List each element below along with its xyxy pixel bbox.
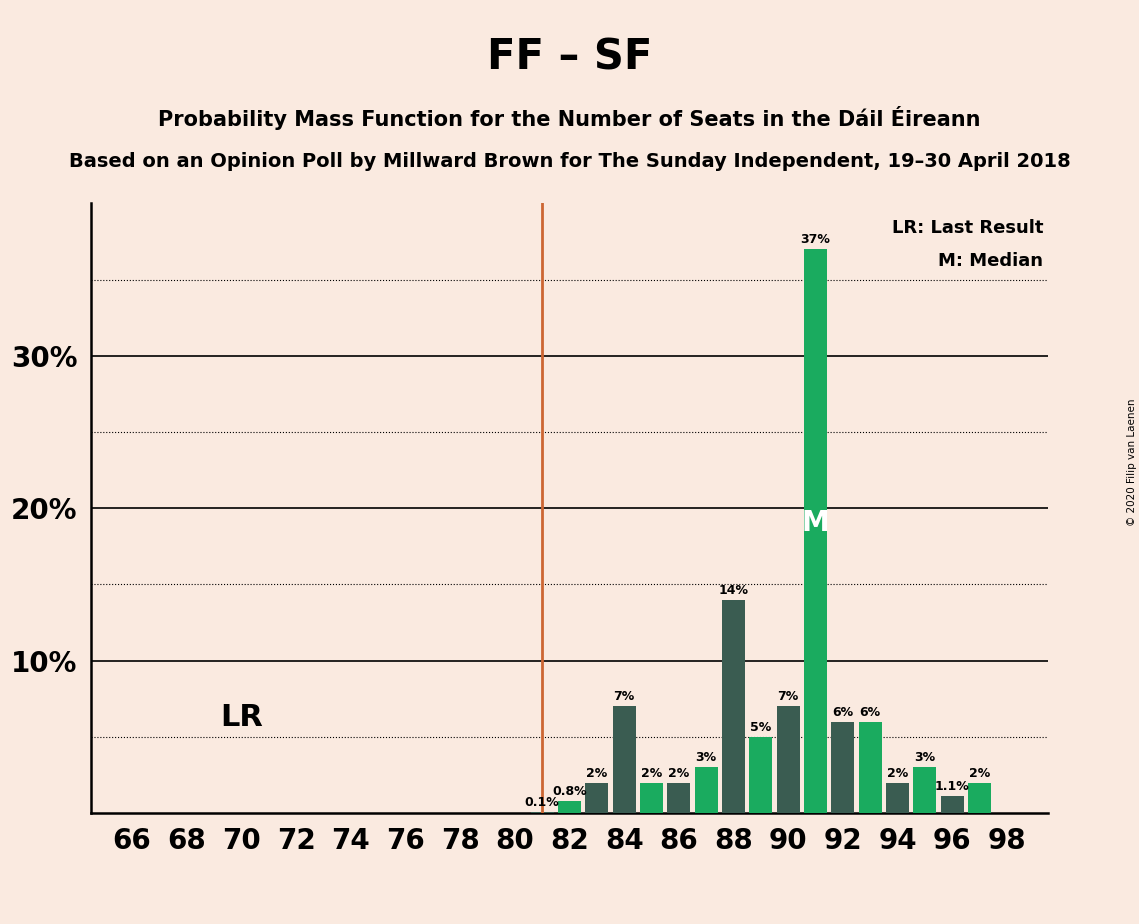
Text: FF – SF: FF – SF [486, 37, 653, 79]
Text: 1.1%: 1.1% [935, 780, 969, 794]
Bar [749, 737, 772, 813]
Bar [777, 706, 800, 813]
Text: 2%: 2% [587, 767, 607, 780]
Text: 14%: 14% [719, 584, 748, 597]
Bar [831, 722, 854, 813]
Text: 2%: 2% [887, 767, 908, 780]
Bar [804, 249, 827, 813]
Text: 5%: 5% [751, 721, 771, 734]
Text: 2%: 2% [969, 767, 990, 780]
Text: M: M [802, 509, 829, 538]
Bar [695, 767, 718, 813]
Text: © 2020 Filip van Laenen: © 2020 Filip van Laenen [1126, 398, 1137, 526]
Text: 3%: 3% [696, 751, 716, 764]
Text: 2%: 2% [669, 767, 689, 780]
Bar [968, 783, 991, 813]
Bar [859, 722, 882, 813]
Text: 37%: 37% [801, 233, 830, 246]
Text: 0.8%: 0.8% [552, 784, 587, 797]
Text: 7%: 7% [778, 690, 798, 703]
Text: LR: LR [220, 703, 263, 733]
Bar [613, 706, 636, 813]
Text: Probability Mass Function for the Number of Seats in the Dáil Éireann: Probability Mass Function for the Number… [158, 106, 981, 130]
Text: M: Median: M: Median [939, 252, 1043, 270]
Text: LR: Last Result: LR: Last Result [892, 218, 1043, 237]
Bar [640, 783, 663, 813]
Text: 6%: 6% [833, 706, 853, 719]
Bar [722, 600, 745, 813]
Text: 2%: 2% [641, 767, 662, 780]
Bar [667, 783, 690, 813]
Text: Based on an Opinion Poll by Millward Brown for The Sunday Independent, 19–30 Apr: Based on an Opinion Poll by Millward Bro… [68, 152, 1071, 172]
Text: 7%: 7% [614, 690, 634, 703]
Bar [558, 801, 581, 813]
Bar [585, 783, 608, 813]
Bar [886, 783, 909, 813]
Bar [913, 767, 936, 813]
Text: 6%: 6% [860, 706, 880, 719]
Bar [531, 811, 554, 813]
Text: 3%: 3% [915, 751, 935, 764]
Text: 0.1%: 0.1% [525, 796, 559, 808]
Bar [941, 796, 964, 813]
